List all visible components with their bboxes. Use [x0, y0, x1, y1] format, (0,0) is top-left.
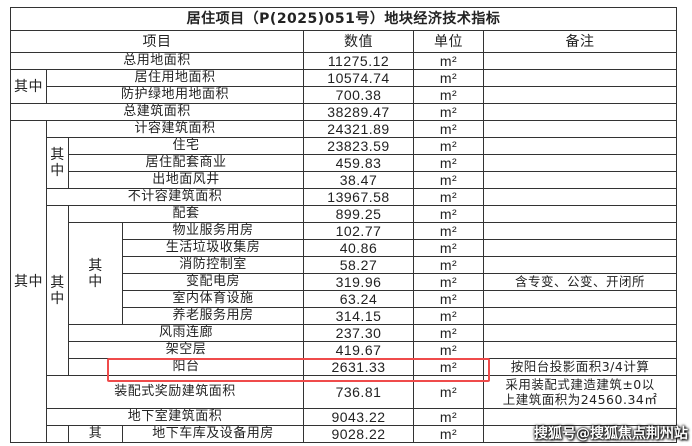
watermark: 搜狐号@搜狐焦点荆州站	[534, 426, 688, 442]
table-row: 生活垃圾收集房 40.86 m²	[11, 239, 678, 257]
table-row: 其中 住宅 23823.59 m²	[11, 137, 678, 189]
table-row: 出地面风井 38.47 m²	[11, 171, 678, 189]
of-which-label: 其中	[46, 137, 69, 189]
header-note: 备注	[482, 30, 678, 53]
table-row: 消防控制室 58.27 m²	[11, 256, 678, 274]
table-row: 养老服务用房 314.15 m²	[11, 307, 678, 325]
table-row: 总用地面积 11275.12 m²	[10, 52, 678, 70]
table-row: 架空层 419.67 m²	[11, 341, 678, 359]
table-row: 室内体育设施 63.24 m²	[11, 290, 678, 308]
table-row: 防护绿地用地面积 700.38 m²	[11, 86, 678, 104]
of-which-label: 其中	[68, 222, 123, 325]
of-which-label: 其中	[10, 120, 47, 443]
table-row: 不计容建筑面积 13967.58 m²	[11, 188, 678, 206]
table-row: 其中 计容建筑面积 24321.89 m²	[10, 120, 678, 443]
economic-indicators-table: 居住项目（P(2025)051号）地块经济技术指标 项目 数值 单位 备注 总用…	[9, 7, 678, 443]
table-row: 变配电房 319.96 m² 含专变、公变、开闭所	[11, 273, 678, 291]
header-value: 数值	[303, 30, 414, 53]
table-row: 其中 配套 899.25 m²	[11, 205, 678, 376]
of-which-label: 其中	[10, 69, 47, 104]
table-row: 总建筑面积 38289.47 m²	[10, 103, 678, 121]
header-item: 项目	[10, 30, 304, 53]
header-unit: 单位	[413, 30, 484, 53]
table-row: 其地下车库及设备用房 9028.22 m²	[11, 425, 678, 443]
table-row: 其中 物业服务用房 102.77 m²	[11, 222, 678, 325]
table-row: 风雨连廊 237.30 m²	[11, 324, 678, 342]
table-title: 居住项目（P(2025)051号）地块经济技术指标	[9, 7, 678, 31]
of-which-label: 其中	[46, 205, 69, 376]
table-row: 装配式奖励建筑面积 736.81 m² 采用装配式建造建筑±0以 上建筑面积为24560…	[11, 375, 678, 409]
of-which-label: 其	[68, 425, 123, 443]
table-row-balcony: 阳台 2631.33 m² 按阳台投影面积3/4计算	[11, 358, 678, 376]
table-row: 居住配套商业 459.83 m²	[11, 154, 678, 172]
table-row: 其中 居住用地面积 10574.74 m²	[10, 69, 678, 104]
